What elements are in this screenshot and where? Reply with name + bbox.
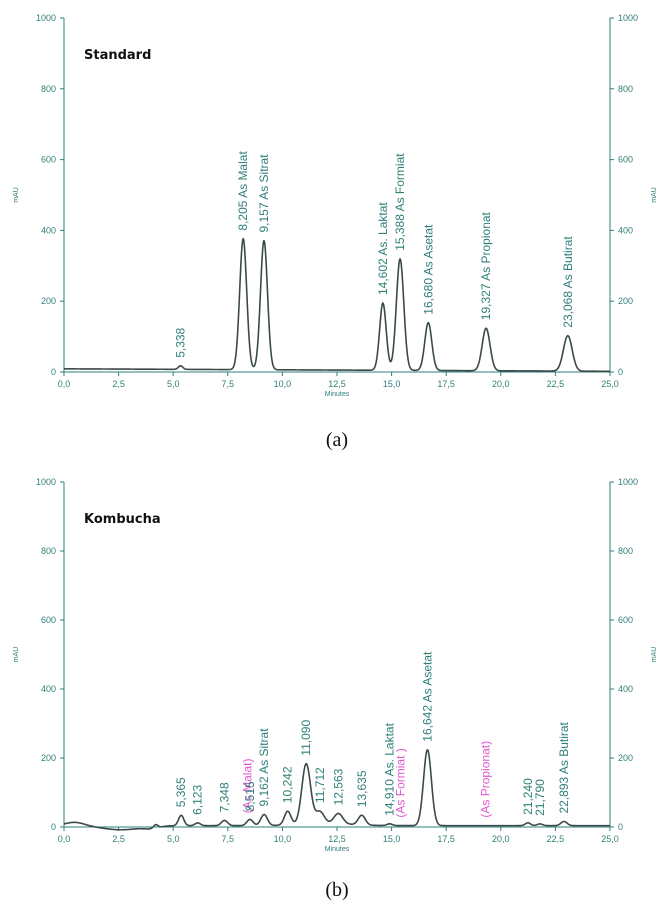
x-tick-label: 0,0 — [58, 834, 71, 844]
y-tick-label-right: 200 — [618, 753, 633, 763]
x-tick-label: 2,5 — [112, 834, 125, 844]
peak-label: 8,515 — [243, 781, 257, 811]
peak-label: 21,240 — [521, 778, 535, 815]
peak-label: 14,602 As. Laktat — [376, 202, 390, 295]
peak-label: 5,338 — [174, 327, 188, 357]
x-axis-label: Minutes — [325, 391, 350, 398]
y-tick-label-right: 200 — [618, 296, 633, 306]
x-tick-label: 22,5 — [547, 834, 565, 844]
peak-label: 21,790 — [533, 779, 547, 816]
x-tick-label: 15,0 — [383, 834, 401, 844]
peak-label: 15,388 As Formiat — [393, 153, 407, 251]
y-tick-label-left: 1000 — [36, 477, 56, 487]
peak-label: 12,563 — [331, 768, 345, 805]
missing-peak-label: (As Propionat) — [479, 741, 493, 818]
x-tick-label: 5,0 — [167, 379, 180, 389]
chart-title: Kombucha — [84, 512, 161, 527]
y-tick-label-left: 0 — [51, 367, 56, 377]
y-tick-label-left: 0 — [51, 822, 56, 832]
peak-label: 13,635 — [355, 770, 369, 807]
y-tick-label-left: 600 — [41, 155, 56, 165]
peak-label: 9,162 As Sitrat — [257, 728, 271, 807]
panel-caption: (b) — [325, 879, 348, 901]
y-tick-label-right: 400 — [618, 225, 633, 235]
y-tick-label-right: 400 — [618, 684, 633, 694]
peak-label: 10,242 — [281, 766, 295, 803]
chart-title: Standard — [84, 48, 151, 63]
peak-label: 23,068 As Butirat — [561, 236, 575, 328]
y-tick-label-right: 600 — [618, 155, 633, 165]
panel-caption: (a) — [326, 429, 348, 451]
x-tick-label: 10,0 — [274, 834, 292, 844]
peak-label: 22,893 As Butirat — [557, 721, 571, 813]
x-tick-label: 0,0 — [58, 379, 71, 389]
peak-label: 11,712 — [313, 767, 327, 803]
x-tick-label: 7,5 — [222, 834, 235, 844]
peak-label: 16,680 As Asetat — [421, 224, 435, 315]
x-tick-label: 17,5 — [437, 379, 455, 389]
peak-label: 16,642 As Asetat — [421, 651, 435, 742]
chart-panel-standard: 0 0 200 200 400 400 600 600 800 800 1000 1000 mAU mAU… — [13, 13, 658, 451]
y-tick-label-right: 800 — [618, 84, 633, 94]
y-tick-label-left: 400 — [41, 225, 56, 235]
y-tick-label-left: 800 — [41, 546, 56, 556]
y-axis-label-left: mAU — [13, 647, 20, 663]
y-tick-label-left: 200 — [41, 753, 56, 763]
x-tick-label: 20,0 — [492, 834, 510, 844]
peak-label: 14,910 As. Laktat — [383, 722, 397, 815]
peak-label: 8,205 As Malat — [236, 151, 250, 231]
x-tick-label: 22,5 — [547, 379, 565, 389]
x-tick-label: 25,0 — [601, 379, 619, 389]
peak-label: 11,090 — [299, 720, 313, 756]
x-axis-label: Minutes — [325, 846, 350, 853]
missing-peak-label: (As Malat) — [241, 759, 255, 814]
y-tick-label-left: 400 — [41, 684, 56, 694]
x-tick-label: 2,5 — [112, 379, 125, 389]
x-tick-label: 17,5 — [437, 834, 455, 844]
x-tick-label: 12,5 — [328, 834, 346, 844]
peak-label: 19,327 As Propionat — [479, 211, 493, 320]
y-tick-label-right: 800 — [618, 546, 633, 556]
peak-label: 9,157 As Sitrat — [257, 154, 271, 233]
y-tick-label-left: 200 — [41, 296, 56, 306]
peak-label: 5,365 — [174, 777, 188, 807]
x-tick-label: 5,0 — [167, 834, 180, 844]
y-tick-label-right: 1000 — [618, 13, 638, 23]
y-tick-label-right: 0 — [618, 822, 623, 832]
x-tick-label: 15,0 — [383, 379, 401, 389]
chromatogram-trace — [63, 237, 611, 373]
y-tick-label-right: 0 — [618, 367, 623, 377]
peak-label: 7,348 — [218, 782, 232, 812]
y-tick-label-left: 1000 — [36, 13, 56, 23]
y-axis-label-left: mAU — [13, 187, 20, 203]
y-tick-label-left: 800 — [41, 84, 56, 94]
x-tick-label: 10,0 — [274, 379, 292, 389]
x-tick-label: 20,0 — [492, 379, 510, 389]
y-tick-label-left: 600 — [41, 615, 56, 625]
x-tick-label: 12,5 — [328, 379, 346, 389]
chromatogram-trace — [63, 748, 611, 831]
y-tick-label-right: 1000 — [618, 477, 638, 487]
x-tick-label: 25,0 — [601, 834, 619, 844]
y-tick-label-right: 600 — [618, 615, 633, 625]
missing-peak-label: (As Formiat ) — [393, 748, 407, 817]
x-tick-label: 7,5 — [222, 379, 235, 389]
peak-label: 6,123 — [191, 785, 205, 815]
chart-panel-kombucha: 0 0 200 200 400 400 600 600 800 800 1000 1000 mAU mAU… — [13, 477, 658, 901]
y-axis-label-right: mAU — [651, 187, 658, 203]
y-axis-label-right: mAU — [651, 647, 658, 663]
